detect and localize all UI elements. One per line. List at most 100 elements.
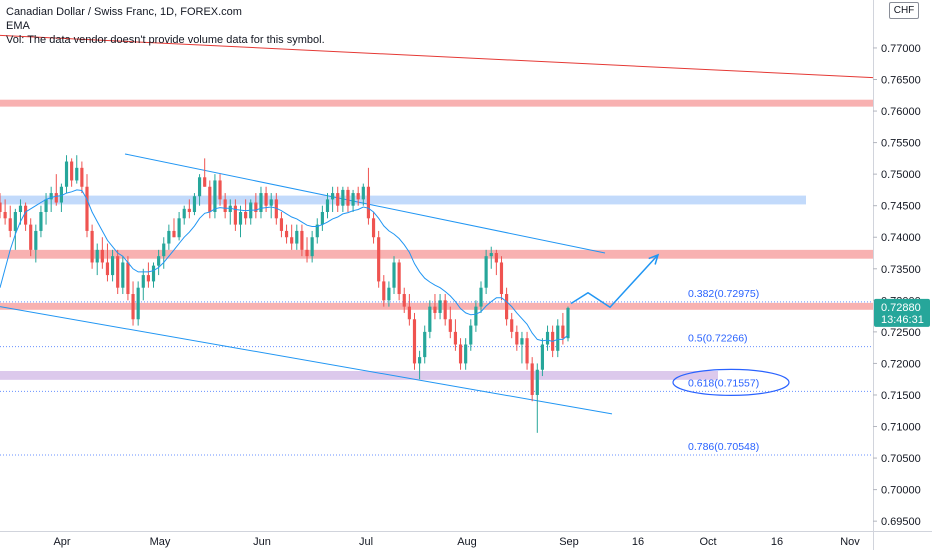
candle-body [80, 167, 84, 187]
candle-body [146, 275, 150, 282]
candle-body [479, 287, 483, 307]
candle-body [64, 161, 69, 187]
candle-body [39, 211, 43, 231]
candle-body [116, 256, 120, 288]
candle-body [428, 306, 432, 332]
candle-body [520, 338, 524, 345]
candle-body [510, 319, 514, 332]
candle-body [366, 186, 371, 219]
date-tick-label: Sep [559, 536, 579, 548]
date-tick-label: Apr [53, 536, 70, 548]
candle-body [305, 249, 309, 257]
candle-body [203, 177, 207, 187]
candle-body [157, 256, 161, 266]
price-tick-label: 0.72500 [881, 327, 921, 339]
candle-body [433, 306, 437, 313]
candle-body [469, 325, 473, 345]
trendlines [0, 34, 874, 415]
candle-body [192, 196, 197, 212]
candle-body [95, 249, 99, 263]
candle-body [187, 208, 191, 212]
candle-body [423, 331, 427, 358]
projection-arrow [570, 253, 660, 309]
candle-body [269, 199, 273, 206]
date-tick-label: Oct [699, 536, 716, 548]
currency-badge[interactable]: CHF [889, 2, 919, 19]
candle-body [274, 199, 278, 219]
candle-body [489, 253, 493, 257]
candle-body [392, 262, 396, 288]
candle-body [505, 294, 509, 320]
candles[interactable] [0, 155, 570, 433]
candle-body [331, 193, 335, 200]
candle-body [320, 211, 324, 225]
candle-body [29, 224, 33, 250]
zone-blue-1 [0, 195, 806, 205]
date-tick-label: 16 [632, 536, 644, 548]
candle-body [218, 180, 222, 200]
candle-body [167, 230, 171, 244]
ema-polyline [0, 189, 569, 342]
zone-red-0 [0, 99, 873, 107]
candle-body [8, 218, 12, 231]
candle-body [438, 300, 442, 313]
last-price-tag-bg [874, 298, 930, 327]
candle-body [535, 369, 539, 395]
candle-body [121, 262, 125, 288]
price-tick-label: 0.75500 [881, 138, 921, 150]
candle-body [151, 265, 156, 282]
candle-body [540, 344, 545, 370]
candle-body [110, 256, 115, 276]
candle-body [90, 230, 94, 263]
candle-body [336, 193, 340, 206]
long-term-trendline [0, 34, 874, 79]
candle-body [295, 230, 299, 244]
candle-body [100, 249, 104, 263]
fib-label: 0.618(0.71557) [688, 377, 759, 389]
candle-body [213, 180, 217, 212]
candle-body [13, 211, 17, 231]
candle-body [141, 275, 145, 288]
price-tick-label: 0.72000 [881, 358, 921, 370]
candle-body [310, 237, 314, 257]
candle-body [208, 186, 212, 212]
candle-body [499, 262, 504, 295]
zone-red-3 [0, 302, 873, 310]
price-tick-label: 0.70500 [881, 453, 921, 465]
candle-body [284, 230, 289, 238]
price-tick-label: 0.71500 [881, 390, 921, 402]
candle-body [136, 287, 140, 320]
fib-label: 0.5(0.72266) [688, 333, 748, 345]
candle-body [131, 294, 135, 320]
candle-body [464, 344, 468, 364]
candle-body [494, 253, 498, 263]
price-tick-label: 0.71000 [881, 422, 921, 434]
price-tick-label: 0.77000 [881, 43, 921, 55]
price-axis-bg [873, 0, 932, 550]
candle-body [300, 230, 304, 250]
candle-body [382, 281, 386, 301]
projection-arrowhead [648, 253, 660, 265]
date-tick-label: Aug [457, 536, 477, 548]
candle-body [238, 211, 243, 225]
zone-purple-4 [0, 370, 718, 380]
date-tick-label: May [150, 536, 171, 548]
fib-highlight-circle [672, 368, 790, 396]
candle-body [85, 186, 89, 231]
legend-volume-note: Vol: The data vendor doesn't provide vol… [6, 34, 325, 46]
candle-body [254, 202, 258, 212]
candle-body [325, 199, 330, 212]
last-price-countdown: 13:46:31 [881, 314, 924, 326]
candle-body [126, 262, 130, 295]
channel-trendline [0, 306, 613, 415]
last-price-value: 0.72880 [881, 302, 921, 314]
candle-body [515, 331, 519, 345]
candle-body [561, 325, 565, 339]
candle-body [259, 193, 263, 212]
candle-body [448, 319, 452, 332]
candle-body [105, 262, 110, 276]
ema-line [0, 189, 569, 342]
candle-body [530, 363, 534, 395]
